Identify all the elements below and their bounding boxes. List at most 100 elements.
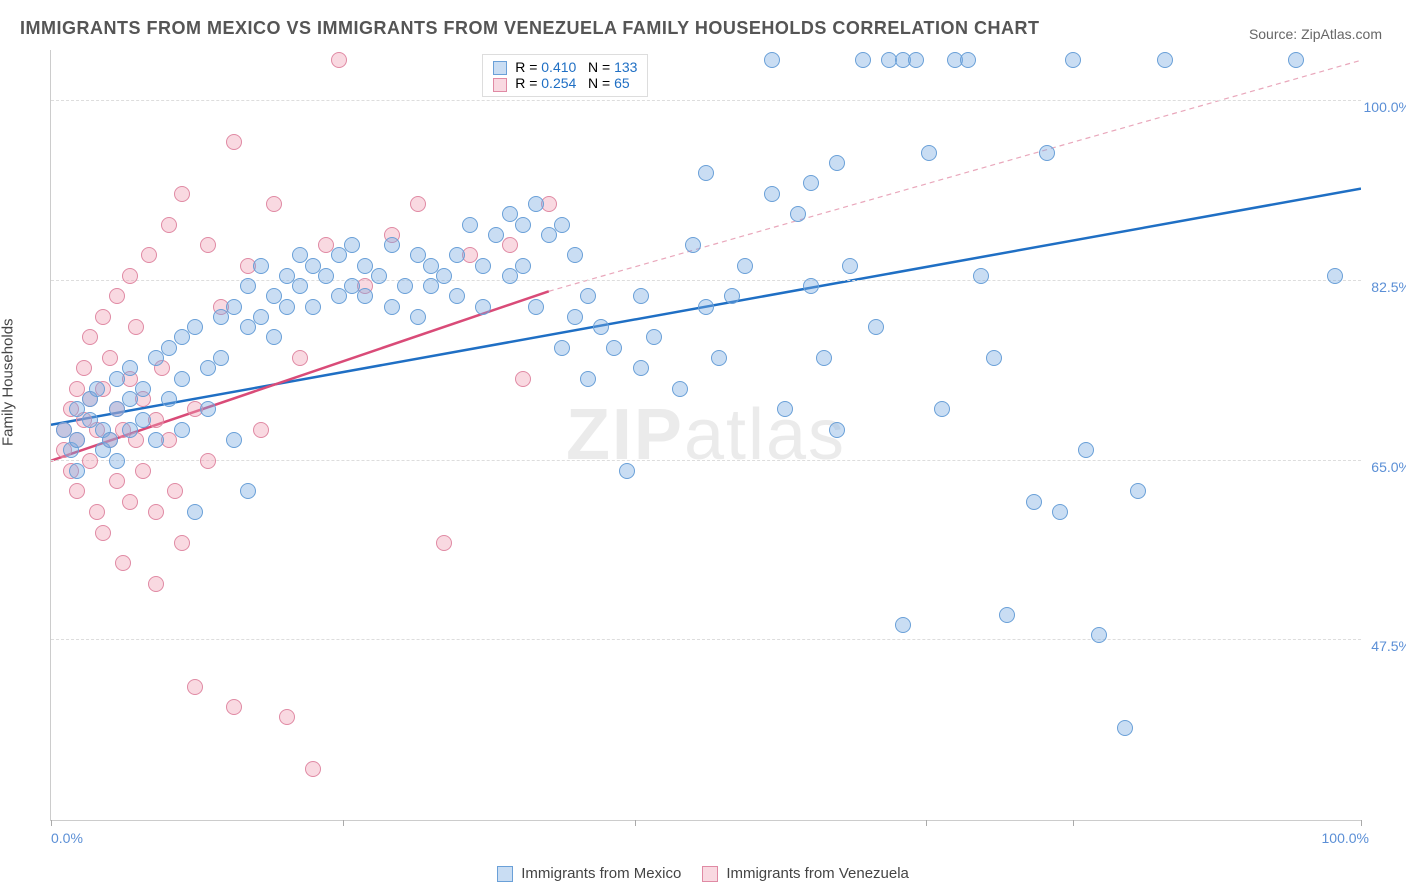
data-point-mexico xyxy=(567,309,583,325)
data-point-mexico xyxy=(318,268,334,284)
data-point-venezuela xyxy=(279,709,295,725)
stats-swatch-mexico-icon xyxy=(493,61,507,75)
data-point-mexico xyxy=(1130,483,1146,499)
data-point-mexico xyxy=(266,329,282,345)
data-point-venezuela xyxy=(226,134,242,150)
data-point-mexico xyxy=(737,258,753,274)
data-point-venezuela xyxy=(502,237,518,253)
data-point-venezuela xyxy=(95,309,111,325)
data-point-venezuela xyxy=(135,463,151,479)
data-point-mexico xyxy=(475,258,491,274)
data-point-venezuela xyxy=(200,237,216,253)
data-point-mexico xyxy=(371,268,387,284)
data-point-venezuela xyxy=(128,319,144,335)
data-point-mexico xyxy=(724,288,740,304)
data-point-mexico xyxy=(646,329,662,345)
data-point-mexico xyxy=(711,350,727,366)
watermark: ZIPatlas xyxy=(566,394,846,476)
y-axis-title: Family Households xyxy=(0,318,17,446)
y-tick-label: 47.5% xyxy=(1351,638,1406,654)
data-point-mexico xyxy=(213,350,229,366)
x-tick xyxy=(1073,820,1074,826)
data-point-venezuela xyxy=(266,196,282,212)
legend-label-venezuela: Immigrants from Venezuela xyxy=(726,865,909,882)
data-point-mexico xyxy=(855,52,871,68)
data-point-mexico xyxy=(1288,52,1304,68)
data-point-mexico xyxy=(986,350,1002,366)
data-point-mexico xyxy=(973,268,989,284)
data-point-mexico xyxy=(921,145,937,161)
data-point-mexico xyxy=(423,278,439,294)
data-point-mexico xyxy=(960,52,976,68)
r-value: 0.254 xyxy=(541,75,576,91)
data-point-mexico xyxy=(1065,52,1081,68)
data-point-venezuela xyxy=(95,525,111,541)
data-point-mexico xyxy=(397,278,413,294)
data-point-mexico xyxy=(475,299,491,315)
plot-area: ZIPatlas 100.0%82.5%65.0%47.5%0.0%100.0% xyxy=(50,50,1361,821)
data-point-mexico xyxy=(187,504,203,520)
data-point-mexico xyxy=(633,360,649,376)
data-point-venezuela xyxy=(174,186,190,202)
data-point-venezuela xyxy=(187,679,203,695)
data-point-mexico xyxy=(161,340,177,356)
data-point-mexico xyxy=(187,319,203,335)
data-point-mexico xyxy=(109,453,125,469)
data-point-mexico xyxy=(764,186,780,202)
data-point-mexico xyxy=(292,278,308,294)
y-tick-label: 100.0% xyxy=(1351,99,1406,115)
data-point-mexico xyxy=(580,371,596,387)
x-tick xyxy=(926,820,927,826)
data-point-mexico xyxy=(69,432,85,448)
legend-swatch-mexico xyxy=(497,866,513,882)
data-point-mexico xyxy=(593,319,609,335)
data-point-mexico xyxy=(515,217,531,233)
data-point-venezuela xyxy=(89,504,105,520)
n-value: 133 xyxy=(614,59,637,75)
data-point-venezuela xyxy=(167,483,183,499)
data-point-mexico xyxy=(1157,52,1173,68)
data-point-mexico xyxy=(1026,494,1042,510)
data-point-mexico xyxy=(200,360,216,376)
data-point-mexico xyxy=(554,340,570,356)
data-point-mexico xyxy=(1091,627,1107,643)
data-point-mexico xyxy=(89,381,105,397)
data-point-mexico xyxy=(226,299,242,315)
data-point-mexico xyxy=(633,288,649,304)
data-point-venezuela xyxy=(109,288,125,304)
data-point-mexico xyxy=(488,227,504,243)
data-point-mexico xyxy=(449,288,465,304)
stats-legend: R = 0.410 N = 133 R = 0.254 N = 65 xyxy=(482,54,648,97)
bottom-legend: Immigrants from Mexico Immigrants from V… xyxy=(0,865,1406,882)
data-point-mexico xyxy=(554,217,570,233)
data-point-mexico xyxy=(619,463,635,479)
data-point-mexico xyxy=(200,401,216,417)
data-point-venezuela xyxy=(109,473,125,489)
data-point-mexico xyxy=(135,412,151,428)
data-point-venezuela xyxy=(226,699,242,715)
r-label: R = xyxy=(515,75,537,91)
data-point-mexico xyxy=(122,360,138,376)
y-tick-label: 65.0% xyxy=(1351,459,1406,475)
data-point-mexico xyxy=(331,288,347,304)
data-point-mexico xyxy=(868,319,884,335)
data-point-venezuela xyxy=(331,52,347,68)
data-point-mexico xyxy=(305,299,321,315)
data-point-venezuela xyxy=(161,217,177,233)
data-point-mexico xyxy=(279,299,295,315)
data-point-venezuela xyxy=(436,535,452,551)
legend-swatch-venezuela xyxy=(702,866,718,882)
data-point-mexico xyxy=(410,309,426,325)
data-point-venezuela xyxy=(122,494,138,510)
data-point-mexico xyxy=(240,483,256,499)
data-point-venezuela xyxy=(174,535,190,551)
data-point-mexico xyxy=(803,278,819,294)
data-point-mexico xyxy=(69,463,85,479)
data-point-mexico xyxy=(384,237,400,253)
data-point-venezuela xyxy=(148,504,164,520)
data-point-mexico xyxy=(842,258,858,274)
data-point-mexico xyxy=(567,247,583,263)
r-label: R = xyxy=(515,59,537,75)
data-point-mexico xyxy=(253,309,269,325)
data-point-mexico xyxy=(934,401,950,417)
